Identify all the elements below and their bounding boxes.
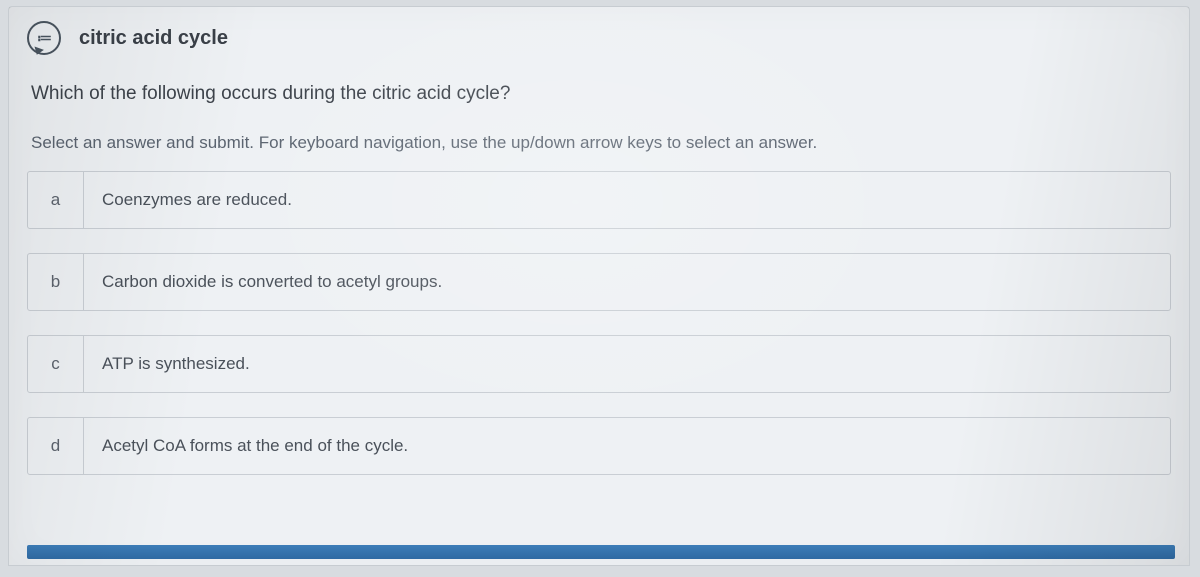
answer-letter: d xyxy=(28,418,84,474)
answer-text: ATP is synthesized. xyxy=(84,336,1170,392)
answer-letter: b xyxy=(28,254,84,310)
answer-option-b[interactable]: b Carbon dioxide is converted to acetyl … xyxy=(27,253,1171,311)
speech-tail-icon xyxy=(32,47,44,57)
answer-text: Carbon dioxide is converted to acetyl gr… xyxy=(84,254,1170,310)
topic-title: citric acid cycle xyxy=(79,27,228,50)
question-panel: ≔ citric acid cycle Which of the followi… xyxy=(8,6,1190,566)
question-list-icon: ≔ xyxy=(27,21,61,55)
answer-list: a Coenzymes are reduced. b Carbon dioxid… xyxy=(9,171,1189,475)
answer-letter: c xyxy=(28,336,84,392)
answer-option-c[interactable]: c ATP is synthesized. xyxy=(27,335,1171,393)
progress-bar xyxy=(27,545,1175,559)
answer-option-d[interactable]: d Acetyl CoA forms at the end of the cyc… xyxy=(27,417,1171,475)
instruction-text: Select an answer and submit. For keyboar… xyxy=(9,111,1189,171)
answer-option-a[interactable]: a Coenzymes are reduced. xyxy=(27,171,1171,229)
answer-letter: a xyxy=(28,172,84,228)
answer-text: Acetyl CoA forms at the end of the cycle… xyxy=(84,418,1170,474)
answer-text: Coenzymes are reduced. xyxy=(84,172,1170,228)
question-header: ≔ citric acid cycle xyxy=(9,7,1189,65)
list-glyph: ≔ xyxy=(37,29,51,47)
question-text: Which of the following occurs during the… xyxy=(9,65,1189,111)
